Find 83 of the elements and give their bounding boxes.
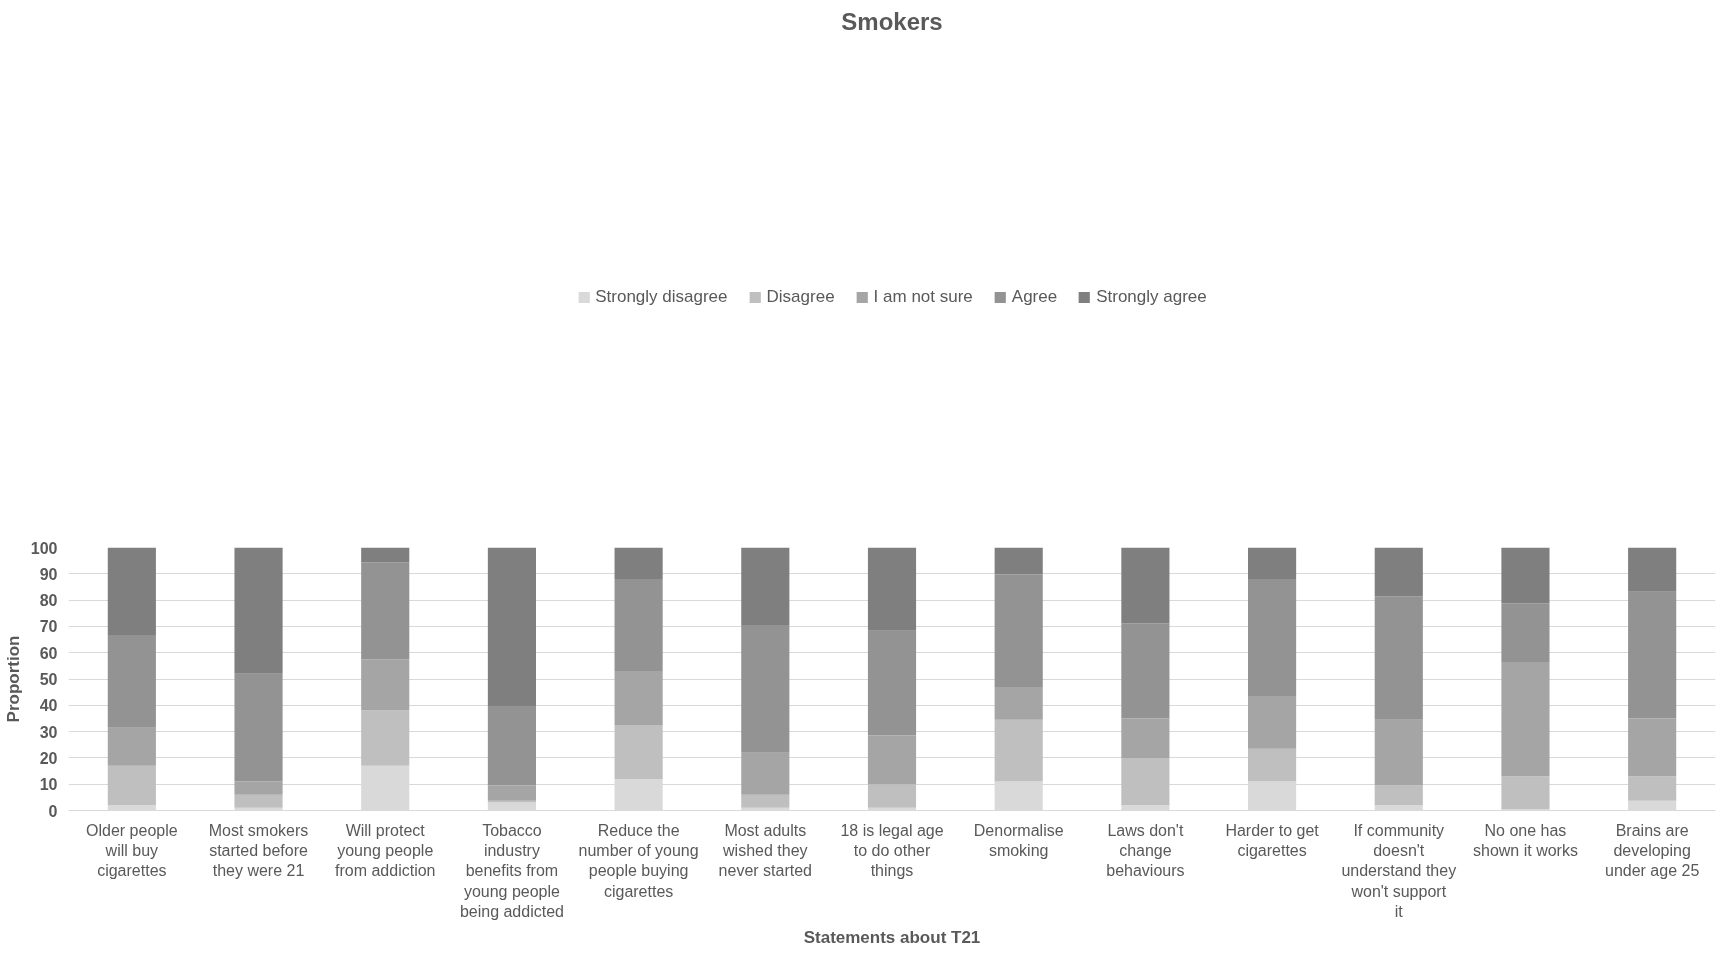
bar — [361, 547, 410, 563]
y-axis-title: Proportion — [3, 635, 23, 723]
y-tick-label: 60 — [39, 644, 58, 662]
bar — [1374, 547, 1423, 597]
bar — [614, 579, 663, 672]
legend-label: Strongly disagree — [595, 287, 728, 307]
y-tick-label: 80 — [39, 592, 58, 610]
legend-label: Agree — [1011, 287, 1058, 307]
bar — [1501, 603, 1550, 662]
y-tick-label: 70 — [39, 618, 58, 636]
legend-label: Strongly agree — [1096, 287, 1207, 307]
x-tick-label: 18 is legal age to do other things — [840, 821, 944, 880]
x-tick-label: Tobacco industry benefits from young people being addicted — [459, 821, 564, 921]
bar — [614, 725, 663, 779]
bar — [867, 547, 917, 631]
y-tick-label: 10 — [39, 776, 58, 794]
bar — [1374, 785, 1423, 806]
x-tick-label: Harder to get cigarettes — [1225, 821, 1320, 859]
bar — [994, 547, 1043, 575]
x-tick-label: No one has shown it works — [1473, 821, 1578, 859]
bar — [487, 706, 536, 786]
bar — [867, 735, 917, 785]
bar — [1628, 776, 1677, 801]
y-tick-label: 20 — [39, 749, 58, 767]
bar — [1248, 696, 1297, 749]
x-tick-label: Will protect young people from addiction — [334, 821, 436, 880]
bar — [107, 547, 156, 636]
bar — [1248, 748, 1297, 782]
bar — [1628, 591, 1677, 719]
bar — [1121, 547, 1170, 624]
bar — [487, 547, 536, 707]
y-tick-label: 40 — [39, 697, 58, 715]
y-tick-label: 90 — [39, 565, 58, 583]
x-tick-label: Brains are developing under age 25 — [1605, 821, 1700, 880]
bar — [1121, 718, 1170, 758]
bar — [1501, 661, 1550, 777]
bar — [107, 635, 156, 728]
bar — [614, 671, 663, 726]
bar — [487, 785, 536, 801]
bar — [234, 673, 283, 782]
bar — [867, 784, 917, 808]
bar — [361, 659, 410, 711]
chart-title: Smokers — [841, 7, 943, 35]
bar — [1501, 776, 1550, 810]
bar — [234, 781, 283, 795]
bar — [1121, 757, 1170, 806]
bar — [994, 719, 1043, 782]
y-tick-label: 50 — [39, 671, 58, 688]
x-tick-label: Reduce the number of young people buying cigarettes — [578, 821, 699, 900]
bar — [107, 765, 156, 806]
x-tick-label: If community doesn't understand they won't support it — [1341, 821, 1457, 921]
bar — [741, 752, 790, 795]
bar — [1374, 719, 1423, 786]
x-tick-label: Older people will buy cigarettes — [86, 821, 178, 880]
legend-label: I am not sure — [873, 287, 973, 307]
x-tick-label: Laws don't change behaviours — [1106, 821, 1185, 880]
bar — [1248, 579, 1297, 697]
bar — [741, 547, 790, 626]
bar — [1628, 547, 1677, 592]
bar — [107, 727, 156, 766]
y-tick-label: 30 — [39, 723, 58, 741]
x-tick-label: Most smokers started before they were 21 — [208, 821, 309, 880]
x-tick-label: Denormalise smoking — [973, 821, 1064, 859]
bar — [361, 710, 410, 766]
bar — [867, 630, 917, 736]
bar — [741, 794, 790, 808]
y-tick-label: 0 — [48, 802, 58, 820]
x-tick-label: Most adults wished they never started — [718, 821, 813, 880]
bar — [614, 547, 663, 580]
bar — [994, 686, 1043, 720]
bar — [234, 547, 283, 674]
bar — [234, 794, 283, 808]
bar — [994, 574, 1043, 687]
bar — [1248, 547, 1297, 580]
bar — [361, 562, 410, 660]
bar — [1121, 623, 1170, 719]
bar — [1628, 718, 1677, 777]
x-axis-title: Statements about T21 — [803, 928, 981, 948]
bar — [1501, 547, 1550, 604]
legend-label: Disagree — [766, 287, 835, 307]
bar — [1374, 596, 1423, 720]
bar — [741, 625, 790, 753]
y-tick-label: 100 — [30, 539, 58, 557]
